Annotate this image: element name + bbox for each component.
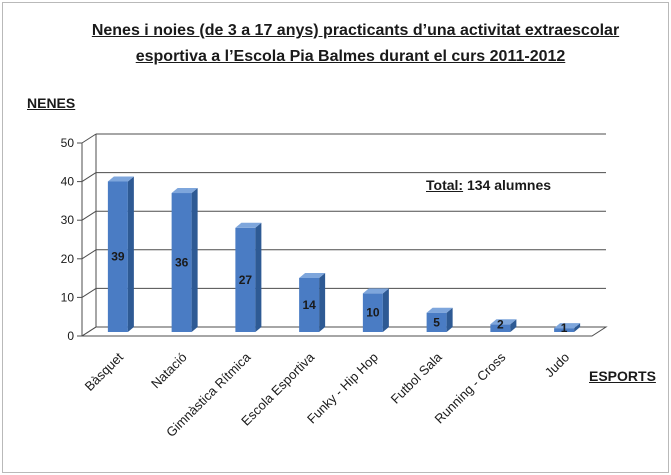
- bar: [426, 307, 453, 332]
- bar-side: [510, 319, 517, 332]
- bar-top: [426, 307, 453, 313]
- bar: [299, 272, 326, 332]
- data-label: 36: [175, 256, 189, 270]
- gridline-diagonal: [81, 249, 97, 260]
- category-label: Judo: [542, 350, 573, 381]
- y-tick-label: 10: [61, 290, 75, 304]
- data-label: 14: [302, 298, 316, 312]
- bar: [171, 188, 198, 332]
- gridline-diagonal: [81, 172, 97, 183]
- bar-side: [191, 188, 198, 332]
- y-tick-label: 30: [61, 213, 75, 227]
- bar-side: [319, 272, 326, 332]
- bar-front: [235, 227, 256, 332]
- bar-top: [554, 323, 581, 329]
- y-tick-label: 0: [67, 329, 74, 343]
- data-label: 10: [366, 306, 380, 320]
- gridline-diagonal: [81, 287, 97, 298]
- bar-top: [490, 319, 517, 325]
- bar-top: [362, 288, 389, 294]
- bar: [554, 323, 581, 332]
- y-tick-label: 40: [61, 175, 75, 189]
- bar-front: [299, 277, 320, 332]
- data-label: 39: [111, 250, 125, 264]
- bar-front: [171, 193, 192, 332]
- bar-top: [235, 222, 262, 228]
- y-tick-label: 20: [61, 252, 75, 266]
- chart-title: Nenes i noies (de 3 a 17 anys) practican…: [0, 18, 671, 70]
- data-label: 5: [433, 315, 440, 329]
- bar: [362, 288, 389, 332]
- bar-side: [255, 222, 262, 332]
- gridline-diagonal: [81, 326, 97, 337]
- bar-side: [574, 323, 581, 332]
- chart-title-line-2: esportiva a l’Escola Pia Balmes durant e…: [135, 48, 566, 65]
- category-label: Futbol Sala: [388, 349, 446, 407]
- bar: [490, 319, 517, 332]
- data-label: 27: [239, 273, 253, 287]
- data-label: 2: [497, 317, 504, 331]
- gridline-diagonal: [81, 133, 97, 144]
- total-annotation: Total: 134 alumnes: [426, 177, 551, 193]
- gridline-diagonal: [81, 210, 97, 221]
- bar-top: [107, 176, 134, 182]
- total-key: Total:: [426, 177, 464, 193]
- x-axis-label: ESPORTS: [589, 368, 656, 384]
- bar-top: [299, 272, 326, 278]
- bar-top: [171, 188, 198, 194]
- category-label: Bàsquet: [82, 349, 127, 394]
- bar-front: [107, 181, 128, 332]
- y-tick-label: 50: [61, 136, 75, 150]
- y-axis-label: NENES: [27, 95, 76, 111]
- bar-front: [426, 312, 447, 332]
- category-label: Natació: [148, 350, 190, 392]
- bar-front: [362, 293, 383, 332]
- bar: [107, 176, 134, 332]
- bar-side: [127, 176, 134, 332]
- chart-floor: [80, 326, 608, 337]
- bar-side: [382, 288, 389, 332]
- bar-front: [490, 324, 511, 332]
- data-label: 1: [561, 321, 568, 335]
- bar: [235, 222, 262, 332]
- bar-front: [554, 328, 575, 332]
- chart-title-line-1: Nenes i noies (de 3 a 17 anys) practican…: [91, 22, 620, 39]
- bar-side: [446, 307, 453, 332]
- total-value: 134 alumnes: [463, 177, 552, 193]
